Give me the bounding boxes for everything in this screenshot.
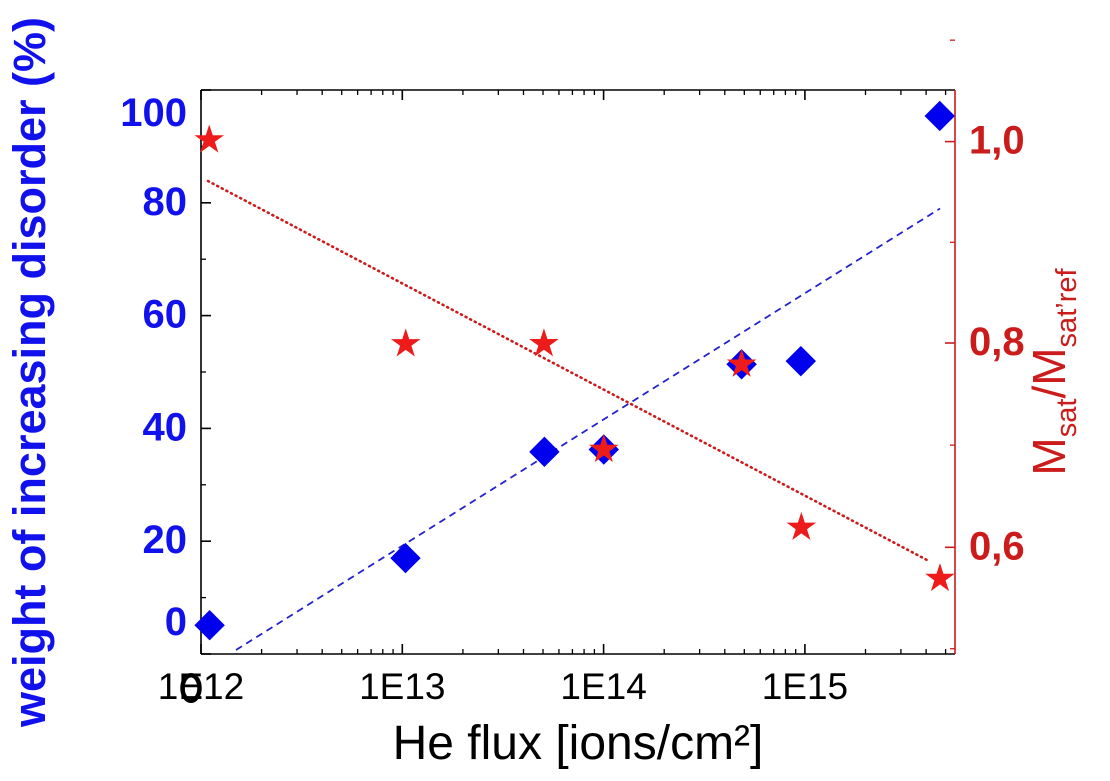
svg-text:1,0: 1,0 (969, 119, 1025, 163)
svg-text:40: 40 (143, 405, 188, 449)
svg-text:0: 0 (165, 600, 187, 644)
svg-text:1E13: 1E13 (359, 666, 445, 707)
svg-text:0,8: 0,8 (969, 320, 1025, 364)
svg-text:He flux [ions/cm²]: He flux [ions/cm²] (393, 717, 764, 770)
svg-text:100: 100 (120, 91, 187, 135)
svg-text:1E14: 1E14 (560, 666, 646, 707)
svg-text:0,6: 0,6 (969, 524, 1025, 568)
svg-text:1E15: 1E15 (762, 666, 848, 707)
svg-text:weight of increasing disorder: weight of increasing disorder (%) (4, 17, 55, 728)
svg-text:80: 80 (143, 180, 188, 224)
svg-text:20: 20 (143, 518, 188, 562)
svg-text:60: 60 (143, 293, 188, 337)
